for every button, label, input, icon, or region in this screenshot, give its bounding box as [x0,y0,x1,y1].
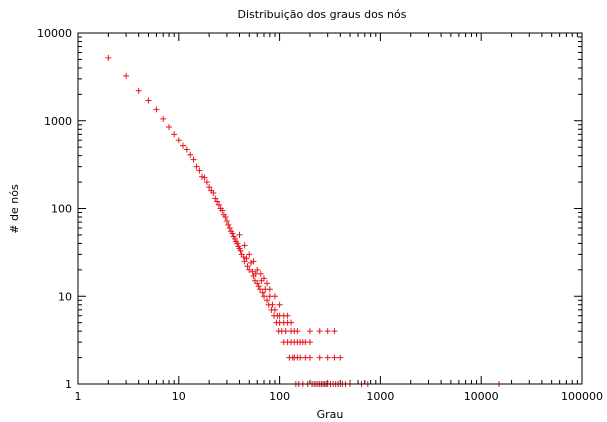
x-tick-label: 1000 [366,390,394,403]
data-point [223,218,230,225]
data-point [276,312,283,319]
data-point [260,275,267,282]
data-point [271,306,278,313]
data-points [105,54,502,387]
data-point [201,174,208,181]
data-point [257,270,264,277]
data-point [246,266,253,273]
data-point [324,354,331,361]
data-point [199,173,206,180]
data-point [135,87,142,94]
data-point [123,72,130,79]
x-tick-label: 100 [269,390,290,403]
y-axis-label: # de nós [8,184,21,234]
data-point [255,283,262,290]
data-point [266,286,273,293]
data-point [259,289,266,296]
x-tick-label: 10000 [464,390,499,403]
x-tick-label: 1 [75,390,82,403]
data-point [244,263,251,270]
data-point [212,195,219,202]
data-point [282,328,289,335]
data-point [316,328,323,335]
data-point [337,354,344,361]
data-point [331,354,338,361]
y-tick-label: 1000 [44,115,72,128]
data-point [269,301,276,308]
data-point [193,163,200,170]
data-point [250,258,257,265]
data-point [264,297,271,304]
data-point [229,230,236,237]
data-point [284,312,291,319]
x-tick-label: 10 [172,390,186,403]
data-point [316,354,323,361]
data-point [203,179,210,186]
data-point [246,251,253,258]
data-point [171,131,178,138]
data-point [215,201,222,208]
data-point [254,266,261,273]
data-point [231,235,238,242]
data-point [214,198,221,205]
axis-ticks [77,32,583,385]
data-point [219,207,226,214]
data-point [187,151,194,158]
data-point [331,328,338,335]
data-point [196,167,203,174]
y-tick-label: 10 [58,290,72,303]
data-point [294,328,301,335]
data-point [241,242,248,249]
x-tick-label: 100000 [561,390,603,403]
data-point [240,254,247,261]
data-point [276,301,283,308]
data-point [153,106,160,113]
data-point [280,319,287,326]
data-point [237,247,244,254]
y-tick-label: 100 [51,203,72,216]
data-point [206,184,213,191]
data-point [236,231,243,238]
data-point [175,137,182,144]
data-point [222,214,229,221]
data-point [226,224,233,231]
data-point [266,293,273,300]
data-point [179,142,186,149]
data-point [210,190,217,197]
data-point [306,354,313,361]
plot-frame [77,32,583,385]
tick-labels: 1 10 100 1000 10000 100000 1 10 100 1000 10000 [37,27,603,403]
data-point [288,319,295,326]
data-point [145,97,152,104]
data-point [166,123,173,130]
data-point [271,293,278,300]
data-point [254,280,261,287]
data-point [257,286,264,293]
data-point [160,115,167,122]
x-axis-label: Grau [317,408,344,421]
data-point [234,240,241,247]
data-point [249,268,256,275]
data-point [225,221,232,228]
data-point [260,293,267,300]
data-point [243,255,250,262]
data-point [306,339,313,346]
data-point [264,280,271,287]
y-tick-label: 1 [65,378,72,391]
y-tick-label: 10000 [37,27,72,40]
data-point [183,146,190,153]
chart-title: Distribuição dos graus dos nós [238,8,407,21]
data-point [306,328,313,335]
data-point [105,54,112,61]
data-point [190,156,197,163]
data-point [297,354,304,361]
data-point [324,328,331,335]
